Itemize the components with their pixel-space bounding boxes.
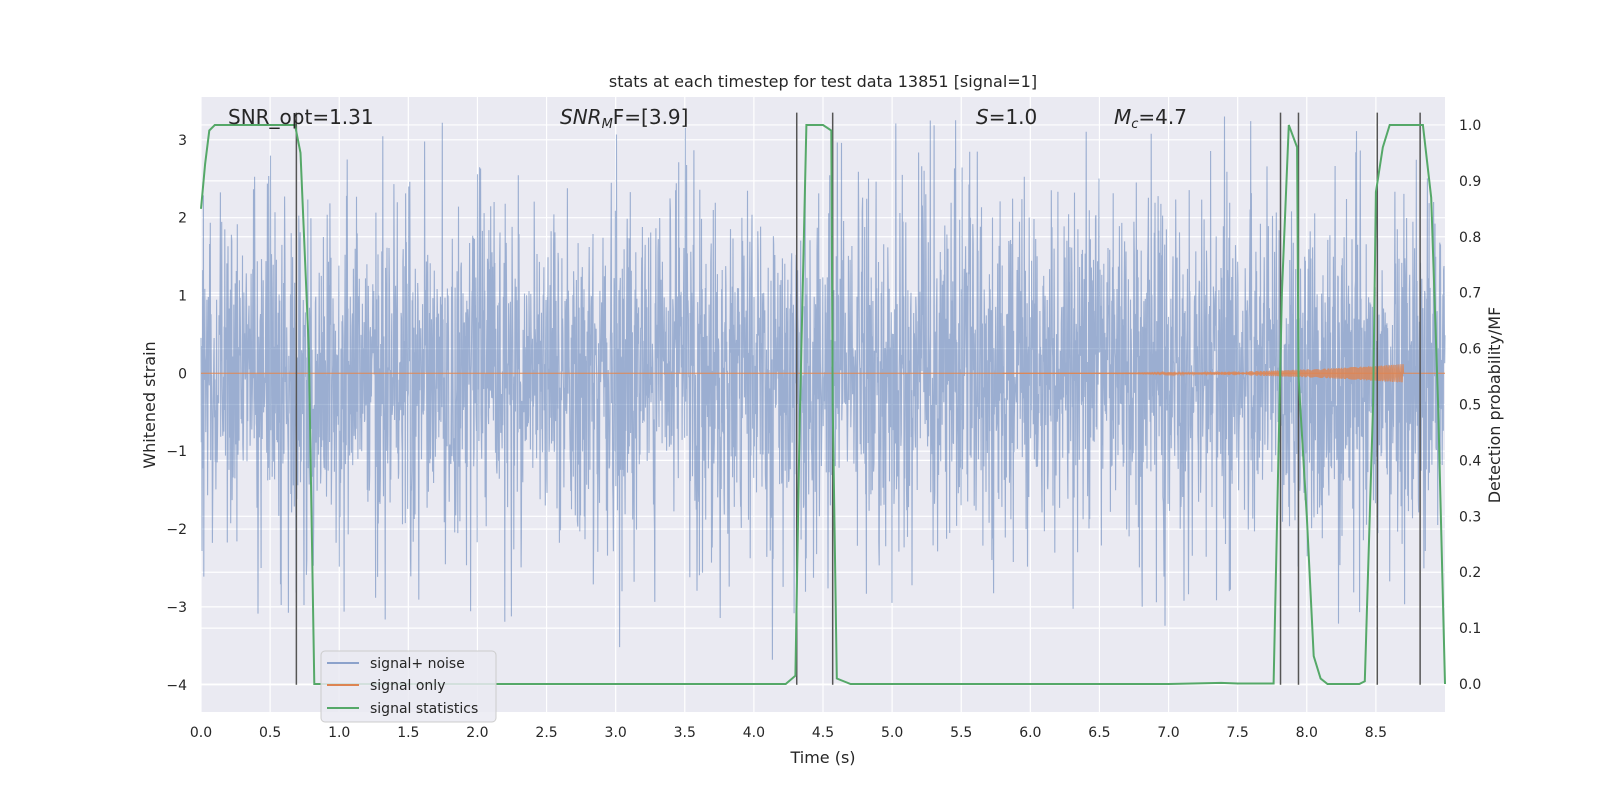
- y2-tick-label: 0.6: [1459, 342, 1481, 358]
- s-main: S: [976, 105, 989, 129]
- y2-tick-label: 0.3: [1459, 509, 1481, 525]
- x-tick-label: 4.5: [812, 725, 834, 741]
- mc-annotation: Mc=4.7: [1114, 105, 1187, 132]
- y2-tick-labels: 1.0 0.9 0.8 0.7 0.6 0.5 0.4 0.3 0.2 0.1 0.0: [1459, 118, 1481, 693]
- mc-rest: =4.7: [1138, 105, 1187, 129]
- statistics-series: [200, 124, 1446, 685]
- s-rest: =1.0: [989, 105, 1038, 129]
- x-tick-label: 6.5: [1088, 725, 1110, 741]
- x-tick-label: 4.0: [743, 725, 765, 741]
- y-tick-label: 1: [178, 289, 187, 305]
- y2-axis-label: Detection probability/MF: [1485, 307, 1504, 504]
- x-tick-label: 1.5: [397, 725, 419, 741]
- x-tick-label: 8.5: [1365, 725, 1387, 741]
- y-axis-label: Whitened strain: [140, 341, 159, 468]
- x-axis-label: Time (s): [789, 748, 855, 767]
- snr-mf-annotation: SNRMF=[3.9]: [560, 105, 688, 132]
- x-tick-label: 5.0: [881, 725, 903, 741]
- y-tick-label: 2: [178, 211, 187, 227]
- x-tick-label: 8.0: [1296, 725, 1318, 741]
- y2-tick-label: 0.1: [1459, 621, 1481, 637]
- x-tick-label: 0.5: [259, 725, 281, 741]
- snr-opt-annotation: SNR_opt=1.31: [228, 105, 374, 129]
- signal-chirp: [1002, 364, 1405, 383]
- chart-title: stats at each timestep for test data 138…: [609, 72, 1037, 91]
- y-tick-label: −4: [166, 678, 187, 694]
- mc-sub: c: [1131, 117, 1138, 132]
- legend-label-noise: signal+ noise: [370, 656, 465, 672]
- legend: signal+ noise signal only signal statist…: [320, 650, 497, 723]
- y2-tick-label: 0.4: [1459, 453, 1481, 469]
- x-tick-labels: 0.0 0.5 1.0 1.5 2.0 2.5 3.0 3.5 4.0 4.5 5.0 5.5 6.0 6…: [190, 725, 1387, 741]
- statistics-line: [200, 124, 1446, 685]
- y2-tick-label: 1.0: [1459, 118, 1481, 134]
- x-tick-label: 3.5: [674, 725, 696, 741]
- y2-tick-label: 0.9: [1459, 174, 1481, 190]
- y-tick-labels: 3 2 1 0 −1 −2 −3 −4: [166, 133, 187, 694]
- y2-tick-label: 0.2: [1459, 565, 1481, 581]
- signal-series: [201, 364, 1445, 383]
- snr-mf-main: SNR: [560, 105, 602, 129]
- x-tick-label: 0.0: [190, 725, 212, 741]
- x-tick-label: 1.0: [328, 725, 350, 741]
- x-tick-label: 2.5: [535, 725, 557, 741]
- y-tick-label: 0: [178, 366, 187, 382]
- y-tick-label: −1: [166, 444, 187, 460]
- y2-tick-label: 0.7: [1459, 286, 1481, 302]
- legend-box: [320, 650, 497, 723]
- noise-series: [200, 116, 1446, 660]
- s-annotation: S=1.0: [976, 105, 1037, 129]
- y2-tick-label: 0.5: [1459, 398, 1481, 414]
- y-tick-label: −2: [166, 522, 187, 538]
- legend-label-signal: signal only: [370, 678, 445, 694]
- x-tick-label: 2.0: [466, 725, 488, 741]
- snr-mf-sub: M: [602, 117, 613, 132]
- x-tick-label: 3.0: [605, 725, 627, 741]
- y2-tick-label: 0.8: [1459, 230, 1481, 246]
- x-tick-label: 5.5: [950, 725, 972, 741]
- y2-tick-label: 0.0: [1459, 677, 1481, 693]
- y-tick-label: −3: [166, 600, 187, 616]
- mc-main: M: [1114, 105, 1131, 129]
- x-tick-label: 7.0: [1157, 725, 1179, 741]
- x-tick-label: 6.0: [1019, 725, 1041, 741]
- y-tick-label: 3: [178, 133, 187, 149]
- legend-label-statistics: signal statistics: [370, 701, 478, 717]
- snr-mf-rest: F=[3.9]: [613, 105, 689, 129]
- x-tick-label: 7.5: [1227, 725, 1249, 741]
- noise-trace: [200, 116, 1446, 660]
